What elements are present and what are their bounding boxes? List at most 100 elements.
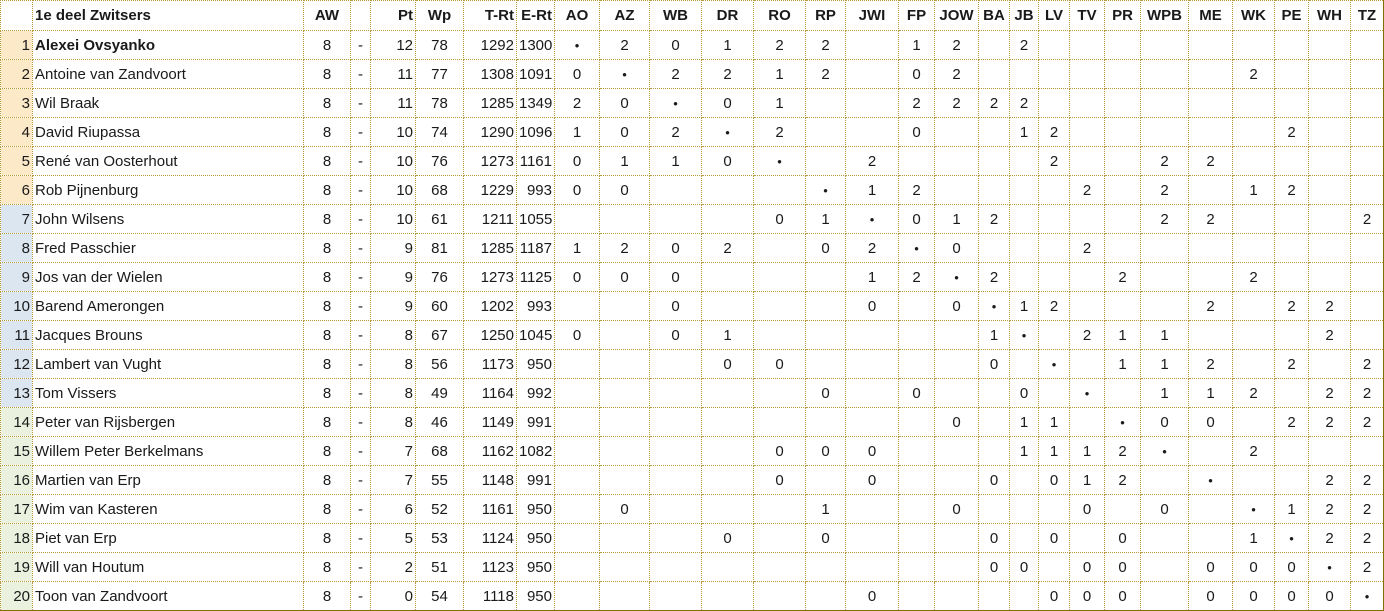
result-cell-wpb[interactable]: 0 xyxy=(1140,407,1189,437)
ert-cell[interactable]: 1055 xyxy=(516,204,555,234)
opponent-header-jwi[interactable]: JWI xyxy=(845,0,899,31)
result-cell-ro[interactable] xyxy=(753,233,806,263)
player-name-cell[interactable]: Rob Pijnenburg xyxy=(32,175,304,205)
result-cell-jb[interactable] xyxy=(1009,59,1039,89)
result-cell-ao[interactable] xyxy=(554,204,600,234)
trt-cell[interactable]: 1149 xyxy=(463,407,517,437)
rank-cell[interactable]: 20 xyxy=(0,581,33,611)
wp-cell[interactable]: 54 xyxy=(415,581,464,611)
result-cell-ao[interactable] xyxy=(554,291,600,321)
result-cell-ba[interactable]: 0 xyxy=(978,552,1010,582)
result-cell-ba[interactable] xyxy=(978,436,1010,466)
rank-cell[interactable]: 16 xyxy=(0,465,33,495)
result-cell-wpb[interactable] xyxy=(1140,262,1189,292)
result-cell-jwi[interactable] xyxy=(845,117,899,147)
result-cell-rp[interactable]: 0 xyxy=(805,233,846,263)
result-cell-wh[interactable] xyxy=(1308,30,1351,60)
wp-cell[interactable]: 78 xyxy=(415,88,464,118)
result-cell-wh[interactable]: 2 xyxy=(1308,523,1351,553)
diagonal-cell[interactable]: • xyxy=(1140,436,1189,466)
result-cell-jwi[interactable]: 0 xyxy=(845,465,899,495)
result-cell-tz[interactable]: 2 xyxy=(1350,465,1384,495)
result-cell-az[interactable] xyxy=(599,465,650,495)
dash-cell[interactable]: - xyxy=(350,59,371,89)
ert-cell[interactable]: 1091 xyxy=(516,59,555,89)
result-cell-ro[interactable] xyxy=(753,175,806,205)
result-cell-tv[interactable] xyxy=(1069,349,1105,379)
result-cell-az[interactable]: 0 xyxy=(599,88,650,118)
result-cell-rp[interactable] xyxy=(805,349,846,379)
result-cell-lv[interactable] xyxy=(1038,494,1070,524)
wp-cell[interactable]: 76 xyxy=(415,146,464,176)
result-cell-dr[interactable]: 0 xyxy=(701,349,754,379)
result-cell-wh[interactable]: 2 xyxy=(1308,291,1351,321)
result-cell-az[interactable] xyxy=(599,436,650,466)
opponent-header-rp[interactable]: RP xyxy=(805,0,846,31)
ert-cell[interactable]: 991 xyxy=(516,465,555,495)
trt-cell[interactable]: 1124 xyxy=(463,523,517,553)
result-cell-pr[interactable]: 0 xyxy=(1104,552,1141,582)
result-cell-jow[interactable] xyxy=(934,581,979,611)
rank-cell[interactable]: 6 xyxy=(0,175,33,205)
result-cell-rp[interactable] xyxy=(805,146,846,176)
ert-cell[interactable]: 950 xyxy=(516,581,555,611)
rank-cell[interactable]: 4 xyxy=(0,117,33,147)
player-name-cell[interactable]: Will van Houtum xyxy=(32,552,304,582)
result-cell-jow[interactable]: 0 xyxy=(934,291,979,321)
rank-cell[interactable]: 7 xyxy=(0,204,33,234)
result-cell-wk[interactable]: 0 xyxy=(1232,581,1275,611)
result-cell-me[interactable] xyxy=(1188,233,1233,263)
result-cell-az[interactable] xyxy=(599,204,650,234)
pt-cell[interactable]: 10 xyxy=(370,175,416,205)
aw-cell[interactable]: 8 xyxy=(303,349,351,379)
result-cell-lv[interactable]: 0 xyxy=(1038,523,1070,553)
result-cell-wb[interactable]: 2 xyxy=(649,59,702,89)
pt-cell[interactable]: 7 xyxy=(370,465,416,495)
result-cell-pe[interactable] xyxy=(1274,88,1309,118)
result-cell-tz[interactable]: 2 xyxy=(1350,552,1384,582)
result-cell-wh[interactable]: 2 xyxy=(1308,465,1351,495)
result-cell-fp[interactable]: 0 xyxy=(898,117,935,147)
diagonal-cell[interactable]: • xyxy=(753,146,806,176)
result-cell-wpb[interactable]: 1 xyxy=(1140,378,1189,408)
ert-cell[interactable]: 1300 xyxy=(516,30,555,60)
result-cell-lv[interactable]: 2 xyxy=(1038,291,1070,321)
result-cell-ba[interactable]: 0 xyxy=(978,465,1010,495)
dash-cell[interactable]: - xyxy=(350,523,371,553)
player-name-cell[interactable]: David Riupassa xyxy=(32,117,304,147)
result-cell-ao[interactable] xyxy=(554,581,600,611)
result-cell-rp[interactable] xyxy=(805,320,846,350)
diagonal-cell[interactable]: • xyxy=(978,291,1010,321)
result-cell-me[interactable] xyxy=(1188,175,1233,205)
result-cell-wh[interactable]: 2 xyxy=(1308,494,1351,524)
result-cell-jow[interactable] xyxy=(934,378,979,408)
ert-cell[interactable]: 1082 xyxy=(516,436,555,466)
result-cell-ao[interactable] xyxy=(554,523,600,553)
result-cell-ba[interactable] xyxy=(978,378,1010,408)
pt-cell[interactable]: 5 xyxy=(370,523,416,553)
result-cell-rp[interactable]: 0 xyxy=(805,436,846,466)
result-cell-jwi[interactable] xyxy=(845,59,899,89)
aw-cell[interactable]: 8 xyxy=(303,262,351,292)
result-cell-ao[interactable] xyxy=(554,407,600,437)
result-cell-tz[interactable] xyxy=(1350,291,1384,321)
result-cell-dr[interactable]: 2 xyxy=(701,59,754,89)
result-cell-lv[interactable]: 2 xyxy=(1038,146,1070,176)
opponent-header-pr[interactable]: PR xyxy=(1104,0,1141,31)
result-cell-jb[interactable]: 2 xyxy=(1009,30,1039,60)
pt-cell[interactable]: 8 xyxy=(370,320,416,350)
result-cell-jwi[interactable] xyxy=(845,523,899,553)
result-cell-dr[interactable]: 0 xyxy=(701,88,754,118)
result-cell-ba[interactable] xyxy=(978,59,1010,89)
result-cell-lv[interactable]: 1 xyxy=(1038,436,1070,466)
result-cell-wpb[interactable] xyxy=(1140,552,1189,582)
player-name-cell[interactable]: Tom Vissers xyxy=(32,378,304,408)
result-cell-jow[interactable] xyxy=(934,117,979,147)
result-cell-jwi[interactable]: 0 xyxy=(845,291,899,321)
result-cell-me[interactable] xyxy=(1188,59,1233,89)
result-cell-wb[interactable] xyxy=(649,378,702,408)
result-cell-jb[interactable]: 1 xyxy=(1009,407,1039,437)
opponent-header-fp[interactable]: FP xyxy=(898,0,935,31)
result-cell-ba[interactable]: 0 xyxy=(978,349,1010,379)
player-name-cell[interactable]: Wim van Kasteren xyxy=(32,494,304,524)
